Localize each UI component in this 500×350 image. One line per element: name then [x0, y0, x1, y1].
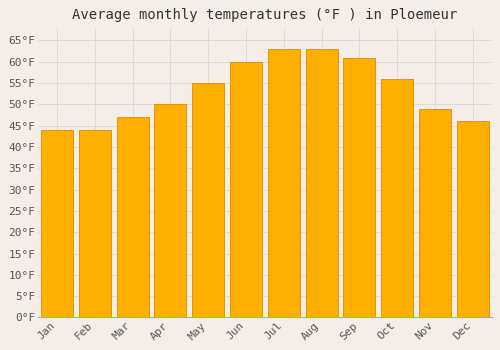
Bar	[306, 49, 338, 317]
Bar	[78, 130, 111, 317]
Bar	[456, 121, 489, 317]
Bar	[116, 117, 148, 317]
Title: Average monthly temperatures (°F ) in Ploemeur: Average monthly temperatures (°F ) in Pl…	[72, 8, 458, 22]
Bar	[230, 62, 262, 317]
Bar	[41, 130, 73, 317]
Bar	[344, 57, 376, 317]
Bar	[192, 83, 224, 317]
Bar	[381, 79, 413, 317]
Bar	[154, 104, 186, 317]
Bar	[268, 49, 300, 317]
Bar	[419, 108, 451, 317]
